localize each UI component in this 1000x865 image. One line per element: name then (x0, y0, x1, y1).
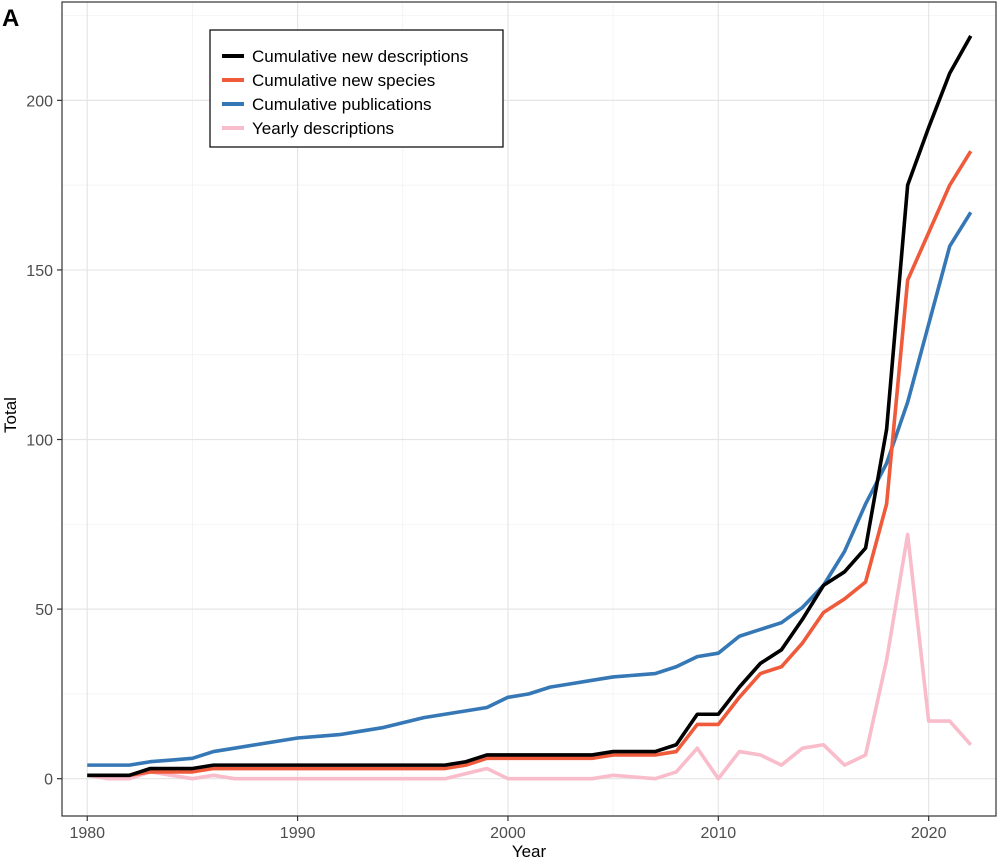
x-tick-label: 2020 (911, 825, 947, 842)
x-tick-label: 1980 (69, 825, 105, 842)
series-line-cumulative-new-species (87, 150, 973, 778)
legend-label-cumulative-new-descriptions: Cumulative new descriptions (252, 47, 468, 66)
legend: Cumulative new descriptions Cumulative ne… (209, 29, 504, 148)
x-axis-title: Year (512, 842, 547, 861)
axis-ticks: 1980 1990 2000 2010 2020 0 50 100 150 200 (26, 93, 946, 842)
y-tick-label: 150 (26, 263, 53, 280)
legend-label-cumulative-publications: Cumulative publications (252, 95, 432, 114)
series-line-cumulative-new-descriptions (87, 35, 973, 778)
legend-label-yearly-descriptions: Yearly descriptions (252, 119, 394, 138)
x-tick-label: 2010 (701, 825, 737, 842)
legend-box (209, 29, 504, 148)
y-tick-label: 50 (35, 602, 53, 619)
legend-label-cumulative-new-species: Cumulative new species (252, 71, 435, 90)
plot-border (61, 1, 997, 817)
y-tick-label: 0 (44, 772, 53, 789)
y-tick-label: 200 (26, 93, 53, 110)
y-axis-title: Total (1, 397, 20, 433)
x-tick-label: 1990 (280, 825, 316, 842)
series-lines (86, 35, 973, 781)
panel-label: A (2, 5, 19, 32)
series-line-yearly-descriptions (86, 532, 973, 781)
x-tick-label: 2000 (490, 825, 526, 842)
y-tick-label: 100 (26, 433, 53, 450)
